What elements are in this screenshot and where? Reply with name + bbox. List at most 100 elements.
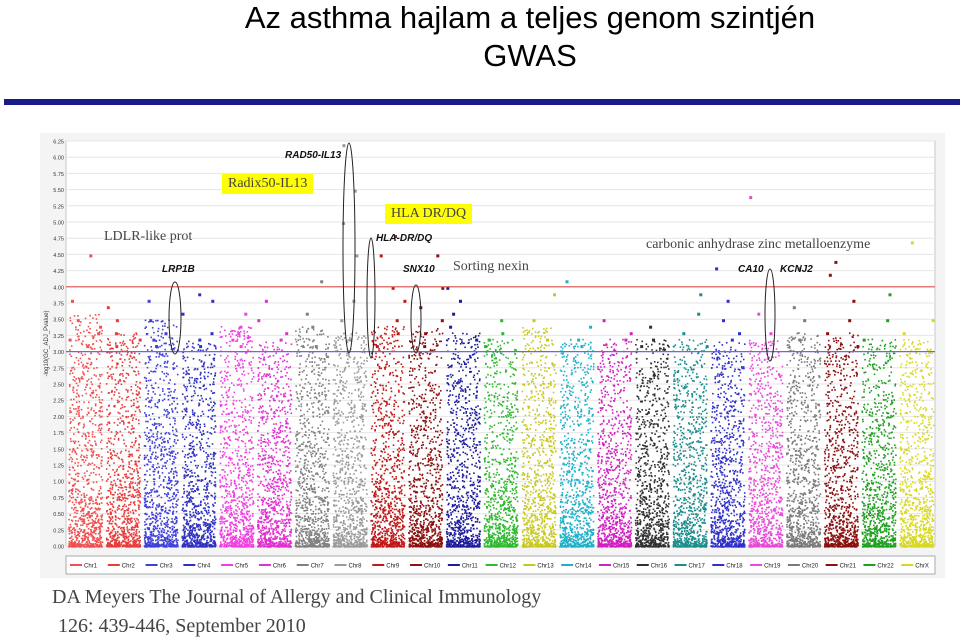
data-point	[128, 374, 130, 376]
data-point	[121, 365, 123, 367]
y-tick-label: 3.50	[53, 318, 64, 324]
data-point	[168, 546, 170, 548]
data-point	[70, 524, 72, 526]
data-point	[76, 389, 78, 391]
data-point	[280, 513, 282, 515]
data-point	[210, 373, 212, 375]
data-point	[134, 461, 136, 463]
data-point	[242, 363, 244, 365]
data-point	[72, 490, 74, 492]
data-point	[164, 465, 166, 467]
data-point	[197, 419, 199, 421]
data-point	[201, 535, 203, 537]
data-point	[261, 541, 263, 543]
data-point	[285, 426, 287, 428]
data-point	[133, 496, 135, 498]
data-point	[224, 371, 226, 373]
data-point	[288, 490, 290, 492]
data-point	[209, 480, 211, 482]
data-point	[149, 506, 151, 508]
data-point	[100, 416, 102, 418]
data-point	[175, 517, 177, 519]
data-point	[212, 416, 214, 418]
data-point	[78, 490, 80, 492]
data-point	[186, 505, 188, 507]
data-point	[206, 540, 208, 542]
data-point	[231, 462, 233, 464]
data-point	[110, 348, 112, 350]
data-point	[161, 336, 163, 338]
data-point	[245, 446, 247, 448]
data-point	[274, 481, 276, 483]
data-point	[118, 382, 120, 384]
data-point	[231, 514, 233, 516]
data-point	[162, 446, 164, 448]
data-point	[208, 527, 210, 529]
data-point	[182, 545, 184, 547]
data-point	[253, 407, 255, 409]
data-point	[145, 363, 147, 365]
data-point	[83, 427, 85, 429]
data-point	[81, 459, 83, 461]
data-point	[77, 480, 79, 482]
data-point	[127, 540, 129, 542]
data-point	[214, 528, 216, 530]
data-point	[100, 432, 102, 434]
data-point	[152, 321, 154, 323]
data-point	[93, 489, 95, 491]
data-point	[245, 485, 247, 487]
data-point	[82, 395, 84, 397]
data-point	[77, 447, 79, 449]
data-point	[213, 458, 215, 460]
data-point	[87, 442, 89, 444]
data-point	[132, 510, 134, 512]
data-point	[95, 390, 97, 392]
data-point	[162, 439, 164, 441]
data-point	[220, 457, 222, 459]
data-point	[135, 374, 137, 376]
data-point	[78, 363, 80, 365]
data-point	[100, 429, 102, 431]
data-point	[247, 541, 249, 543]
data-point	[80, 525, 82, 527]
data-point	[69, 528, 71, 530]
data-point	[208, 468, 210, 470]
data-point	[162, 458, 164, 460]
data-point	[196, 454, 198, 456]
data-point	[212, 443, 214, 445]
data-point	[94, 540, 96, 542]
data-point	[135, 482, 137, 484]
data-point	[152, 542, 154, 544]
data-point	[138, 407, 140, 409]
data-point	[123, 423, 125, 425]
data-point	[204, 389, 206, 391]
data-point	[135, 437, 137, 439]
data-point	[206, 464, 208, 466]
y-tick-label: 6.25	[53, 140, 64, 146]
data-point	[80, 332, 82, 334]
data-point	[207, 506, 209, 508]
data-point	[201, 438, 203, 440]
data-point	[232, 542, 234, 544]
data-point	[90, 472, 92, 474]
data-point	[91, 499, 93, 501]
data-point	[268, 484, 270, 486]
data-point	[206, 456, 208, 458]
data-point	[242, 534, 244, 536]
data-point	[247, 335, 249, 337]
data-point	[101, 465, 103, 467]
data-point	[290, 403, 292, 405]
data-point	[247, 459, 249, 461]
data-point	[137, 401, 139, 403]
data-point	[101, 519, 103, 521]
data-point	[173, 477, 175, 479]
data-point	[130, 454, 132, 456]
data-point	[161, 534, 163, 536]
data-point	[162, 509, 164, 511]
data-point	[199, 429, 201, 431]
data-point	[128, 512, 130, 514]
data-point	[176, 520, 178, 522]
data-point	[83, 493, 85, 495]
data-point	[207, 519, 209, 521]
data-point	[200, 445, 202, 447]
